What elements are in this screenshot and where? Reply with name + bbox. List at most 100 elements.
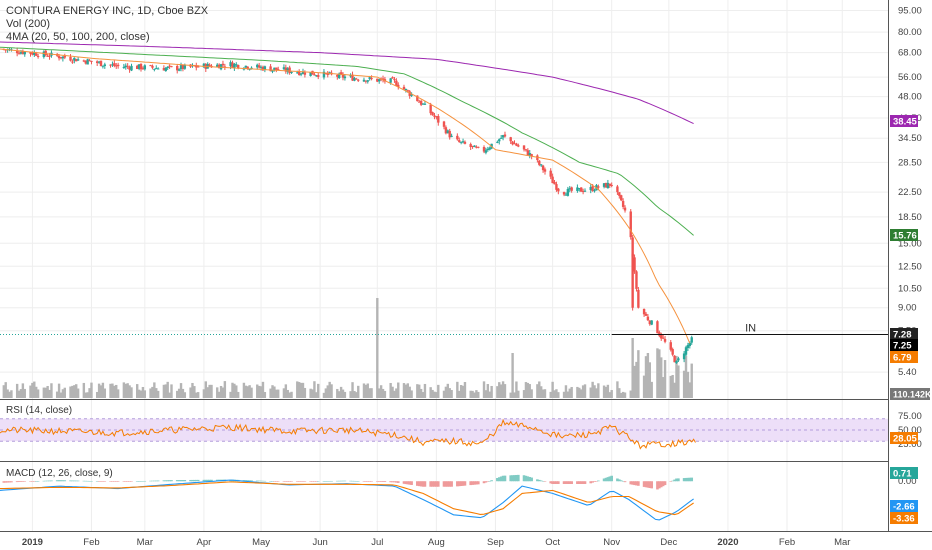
macd-histogram-bar (410, 481, 413, 485)
macd-pane[interactable] (0, 474, 694, 521)
volume-bar (263, 392, 267, 398)
macd-histogram-bar (362, 481, 366, 482)
badge-macd-text: -2.66 (893, 502, 915, 513)
volume-bar (231, 382, 234, 398)
candle-body (435, 116, 438, 118)
candle-body (644, 313, 648, 316)
macd-histogram-bar (10, 481, 13, 483)
candle-body (591, 186, 594, 192)
candle-body (277, 69, 280, 71)
volume-bar (177, 388, 181, 398)
macd-histogram-bar (543, 481, 547, 482)
volume-bar (675, 355, 678, 398)
volume-bar (257, 385, 261, 398)
horizontal-line-in[interactable]: IN (0, 322, 888, 335)
candle-body (168, 65, 171, 67)
macd-histogram-bar (610, 475, 613, 482)
macd-histogram-bar (349, 480, 352, 482)
price-axis[interactable]: 95.0080.0068.0056.0048.0040.5034.5028.50… (898, 5, 922, 487)
macd-legend[interactable]: MACD (12, 26, close, 9) (6, 468, 113, 479)
volume-bar (421, 392, 425, 398)
macd-histogram-bar (324, 481, 328, 482)
candle-body (235, 64, 238, 66)
volume-bar (271, 385, 274, 398)
macd-histogram-bar (459, 481, 463, 486)
volume-bar (450, 390, 453, 398)
volume-bar (216, 387, 219, 398)
candle-body (162, 67, 166, 71)
macd-histogram-bar (76, 480, 80, 482)
volume-bar (661, 377, 665, 398)
volume-bar (322, 392, 326, 398)
volume-bar (660, 357, 663, 398)
macd-histogram-bar (194, 479, 198, 482)
volume-bar (541, 389, 545, 398)
symbol-title[interactable]: CONTURA ENERGY INC, 1D, Cboe BZX (6, 5, 209, 17)
time-tick-label: Aug (428, 537, 445, 548)
ma-legend[interactable]: 4MA (20, 50, 100, 200, close) (6, 31, 150, 43)
macd-histogram-bar (130, 481, 133, 482)
volume-bar (303, 387, 307, 398)
macd-histogram-bar (490, 480, 493, 482)
rsi-line (0, 418, 696, 450)
macd-histogram-bar (82, 480, 86, 482)
price-tick-label: 34.50 (898, 133, 922, 144)
candle-body (597, 186, 600, 188)
candle-body (631, 237, 634, 257)
volume-bar (88, 388, 91, 398)
volume-bar (475, 390, 478, 398)
time-axis[interactable]: 2019 Feb Mar Apr May Jun Jul Aug Sep Oct Nov Dec 202… (22, 537, 851, 548)
volume-legend[interactable]: Vol (200) (6, 18, 50, 30)
macd-histogram-bar (113, 481, 116, 482)
volume-bar (404, 384, 408, 398)
candle-body (673, 355, 676, 363)
macd-histogram-bar (456, 481, 459, 487)
macd-histogram-bar (377, 481, 381, 482)
candle-body (444, 127, 448, 134)
volume-bar (437, 384, 440, 398)
macd-histogram-bar (557, 481, 560, 484)
candle-body (395, 80, 398, 86)
candlesticks[interactable] (2, 47, 693, 364)
candle-body (593, 190, 596, 192)
macd-histogram-bar (423, 481, 427, 487)
candle-body (349, 75, 352, 77)
volume-bar (46, 385, 49, 398)
macd-histogram-bar (623, 481, 627, 483)
macd-histogram-bar (259, 480, 263, 482)
volume-bar (633, 365, 636, 398)
candle-body (183, 64, 187, 69)
candle-body (97, 61, 101, 63)
time-tick-label: Jul (371, 537, 383, 548)
candle-body (660, 334, 663, 339)
candle-body (116, 64, 120, 67)
volume-bar (311, 389, 314, 398)
macd-histogram-bar (330, 480, 333, 482)
macd-histogram-bar (162, 480, 166, 482)
candle-body (568, 188, 571, 190)
volume-bar (101, 382, 105, 398)
volume-bar (196, 392, 200, 398)
macd-histogram-bar (303, 481, 307, 482)
rsi-legend[interactable]: RSI (14, close) (6, 405, 72, 416)
candle-body (130, 65, 133, 71)
candle-body (139, 63, 143, 70)
macd-histogram-bar (246, 480, 250, 482)
rsi-pane[interactable] (0, 418, 888, 450)
candle-body (442, 121, 446, 127)
macd-histogram-bar (339, 480, 343, 482)
volume-bar (36, 389, 40, 398)
volume-bar (44, 387, 47, 398)
volume-bar (202, 389, 206, 398)
candle-body (61, 56, 65, 59)
candle-body (669, 342, 672, 350)
volume-bar (589, 387, 592, 398)
macd-histogram-bar (114, 481, 118, 482)
candle-body (631, 253, 634, 308)
macd-histogram-bar (351, 480, 354, 482)
volume-bar (656, 348, 659, 398)
candle-body (608, 183, 611, 186)
macd-histogram-bar (562, 481, 566, 484)
volume-bar (8, 391, 11, 398)
